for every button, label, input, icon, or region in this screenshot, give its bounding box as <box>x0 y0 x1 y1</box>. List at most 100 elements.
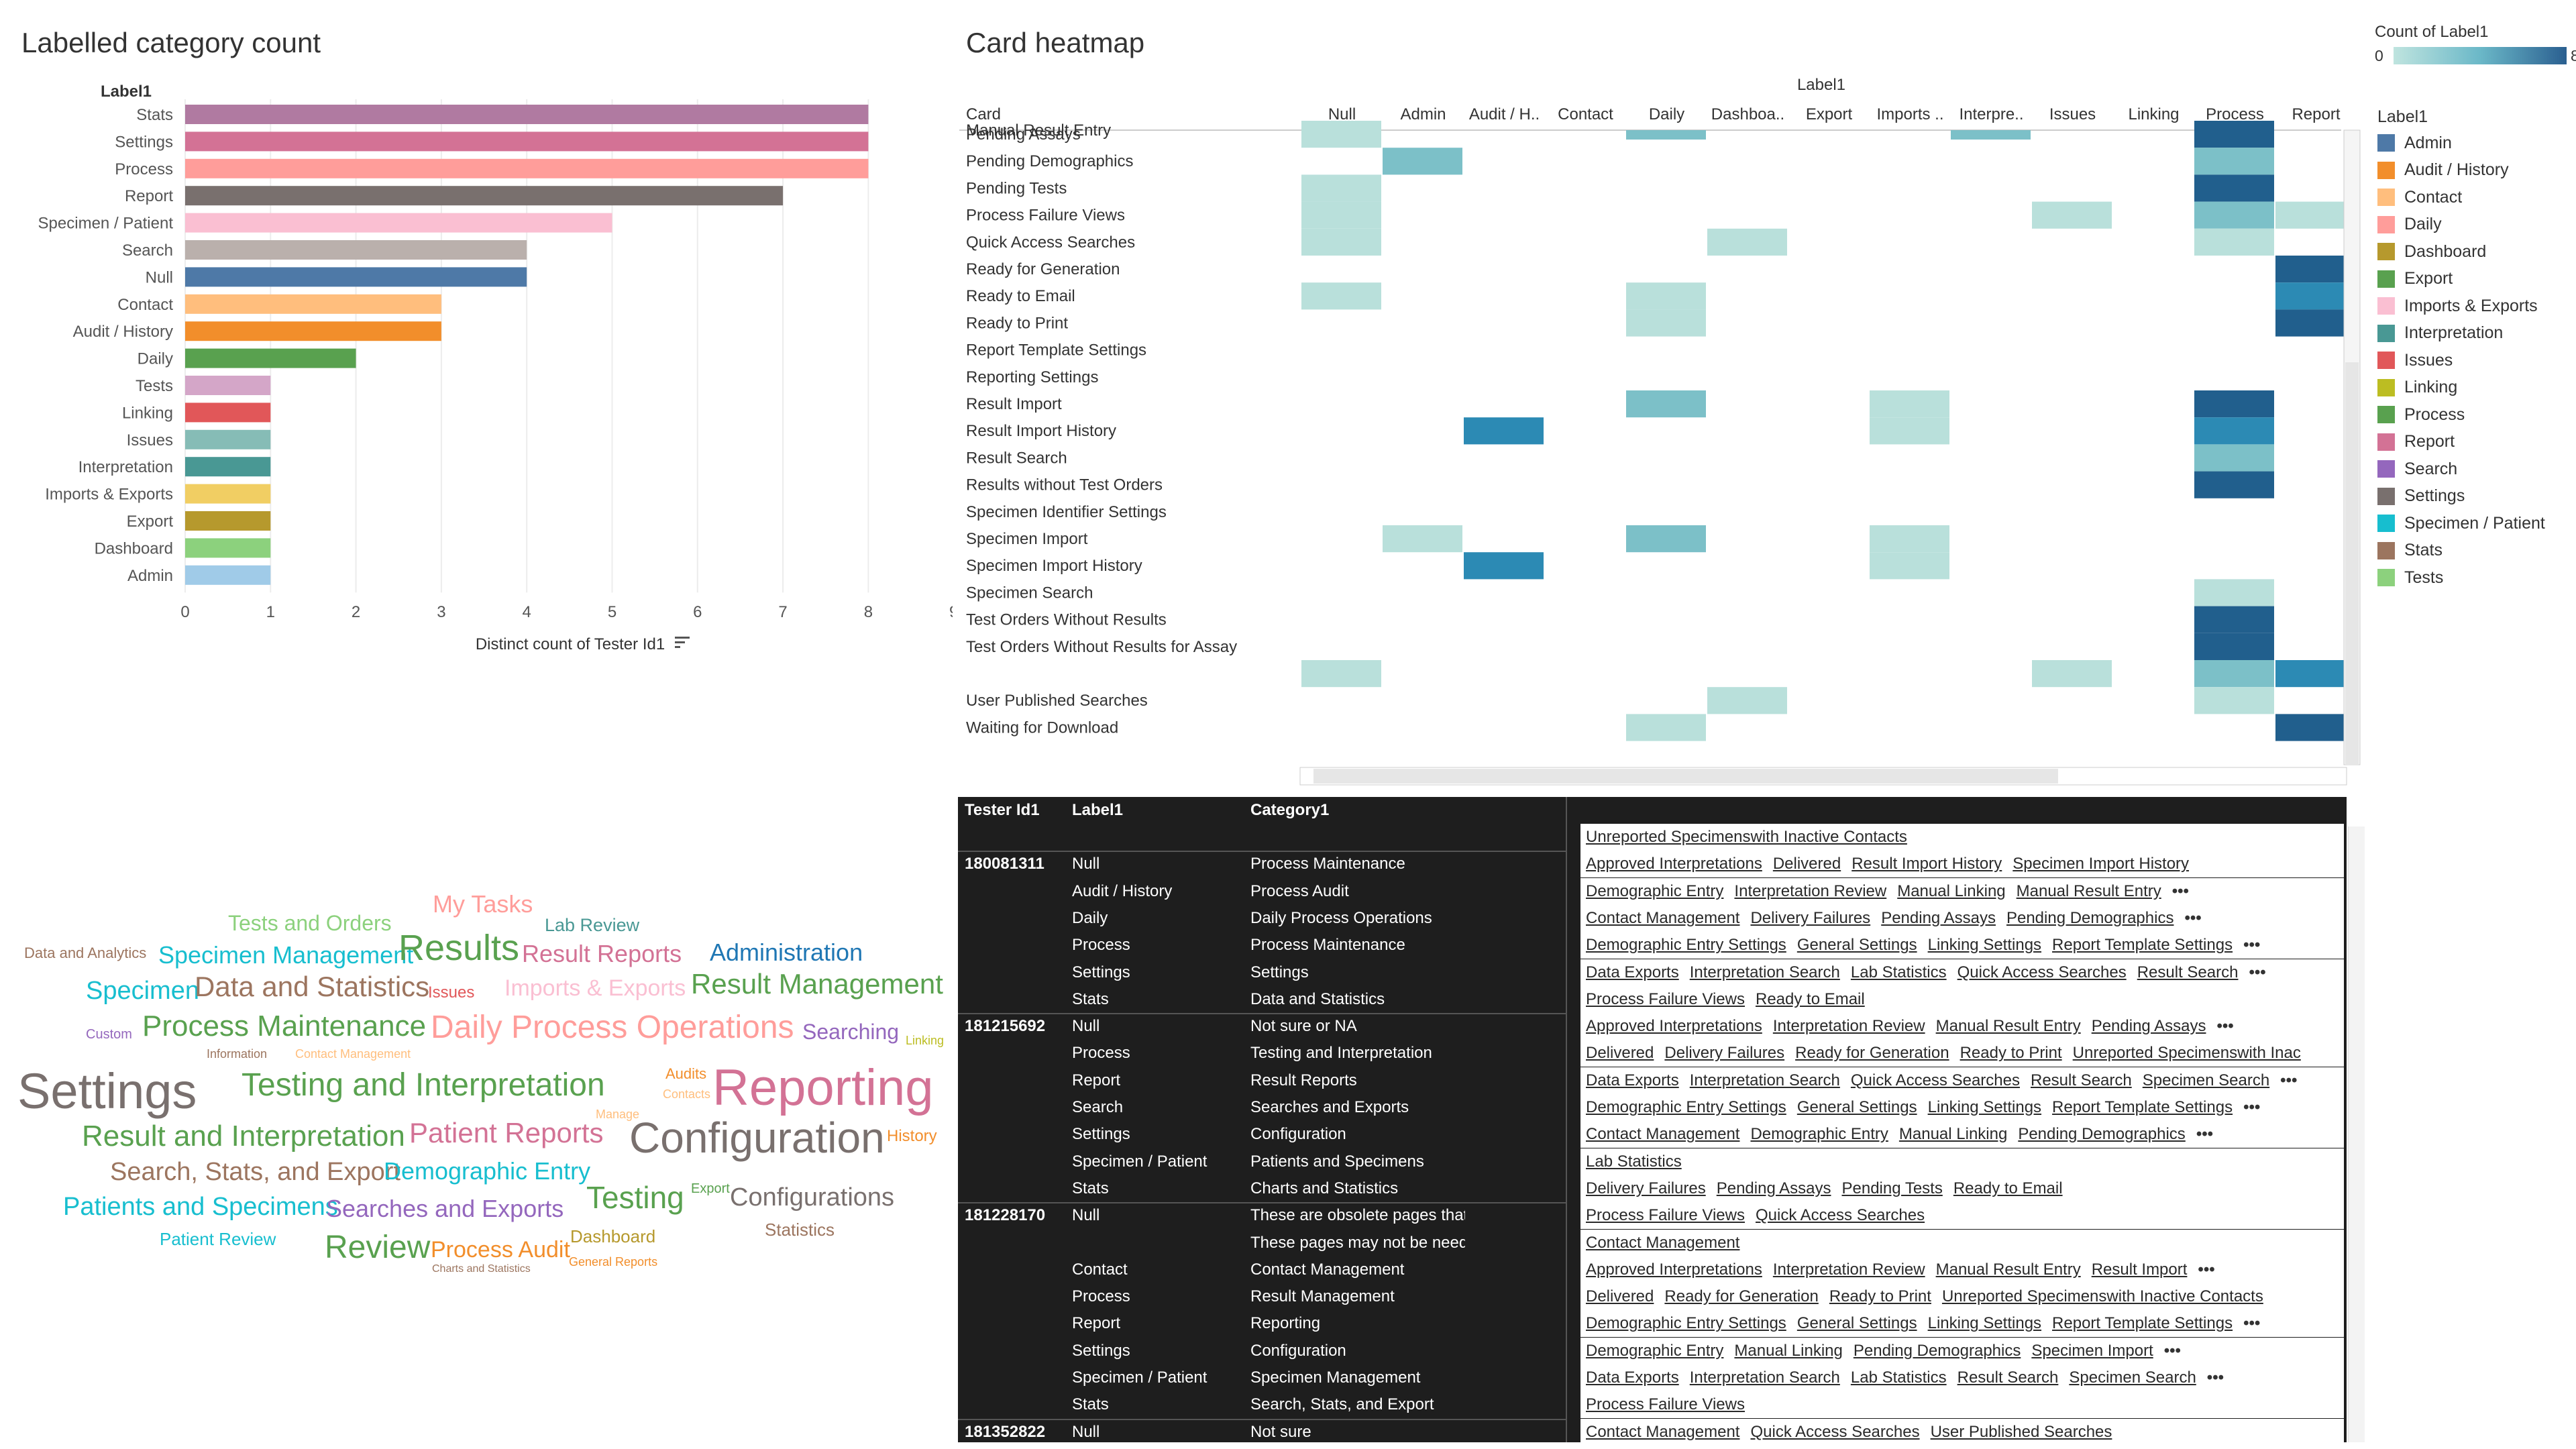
card-link[interactable]: Contact Management <box>1586 908 1740 927</box>
legend-item[interactable]: Report <box>2377 430 2455 454</box>
card-link[interactable]: Manual Result Entry <box>1935 1017 2081 1036</box>
table-row[interactable]: Stats Data and Statistics Process Failure … <box>958 985 2347 1014</box>
card-link[interactable]: Delivered <box>1586 1044 1654 1063</box>
more-icon[interactable]: ••• <box>2206 1368 2224 1387</box>
card-link[interactable]: Pending Demographics <box>2006 908 2174 927</box>
legend-item[interactable]: Specimen / Patient <box>2377 511 2545 535</box>
heatmap-cell[interactable] <box>2194 444 2274 472</box>
card-link[interactable]: Ready to Email <box>1953 1179 2063 1197</box>
card-link[interactable]: General Settings <box>1796 936 1917 955</box>
legend-item[interactable]: Search <box>2377 457 2457 481</box>
heatmap-cell[interactable] <box>1870 525 1949 553</box>
word-cloud-word[interactable]: Linking <box>906 1034 945 1047</box>
word-cloud-word[interactable]: Manage <box>596 1108 640 1121</box>
card-link[interactable]: Ready to Print <box>1960 1044 2062 1063</box>
table-row[interactable]: Process Testing and Interpretation Deliver… <box>958 1040 2347 1069</box>
heatmap-cell[interactable] <box>2194 148 2274 175</box>
heatmap-cell[interactable] <box>2032 201 2112 229</box>
heatmap-cell[interactable] <box>2275 660 2355 688</box>
heatmap-cell[interactable] <box>2275 714 2355 741</box>
card-link[interactable]: Linking Settings <box>1927 1098 2042 1116</box>
table-row[interactable]: Process Result Management Delivered Ready f… <box>958 1283 2347 1312</box>
table-row[interactable]: Stats Charts and Statistics Delivery Failu… <box>958 1175 2347 1203</box>
card-link[interactable]: Ready for Generation <box>1795 1044 1949 1063</box>
word-cloud-word[interactable]: Imports & Exports <box>504 975 686 1001</box>
word-cloud-word[interactable]: Export <box>691 1181 730 1196</box>
heatmap-cell[interactable] <box>1301 228 1381 256</box>
card-link[interactable]: Delivery Failures <box>1750 908 1871 927</box>
table-row[interactable]: 181228170 Null These are obsolete pages th… <box>958 1202 2347 1231</box>
word-cloud-word[interactable]: Result and Interpretation <box>82 1120 405 1152</box>
card-link[interactable]: Interpretation Search <box>1689 963 1840 981</box>
heatmap-cell[interactable] <box>2275 309 2355 337</box>
word-cloud-word[interactable]: General Reports <box>569 1255 658 1269</box>
card-link[interactable]: Unreported Specimenswith Inac <box>2072 1044 2301 1063</box>
heatmap-v-scroll-thumb[interactable] <box>2345 362 2359 765</box>
table-header-cell[interactable]: Label1 <box>1072 801 1124 819</box>
card-link[interactable]: Contact Management <box>1586 1233 1740 1252</box>
card-link[interactable]: Quick Access Searches <box>1850 1071 2020 1089</box>
word-cloud-word[interactable]: Daily Process Operations <box>431 1010 794 1045</box>
heatmap-cell[interactable] <box>2275 256 2355 283</box>
heatmap-h-scroll-thumb[interactable] <box>1313 769 2058 784</box>
heatmap-cell[interactable] <box>2194 390 2274 418</box>
heatmap-cell[interactable] <box>1870 417 1949 445</box>
word-cloud-word[interactable]: Reporting <box>712 1059 934 1116</box>
card-link[interactable]: Pending Assays <box>2091 1017 2206 1036</box>
word-cloud-word[interactable]: Issues <box>428 983 475 1002</box>
word-cloud-word[interactable]: Searches and Exports <box>326 1195 564 1222</box>
word-cloud-word[interactable]: Patients and Specimens <box>63 1193 338 1221</box>
card-link[interactable]: Ready to Print <box>1829 1287 1931 1306</box>
word-cloud-word[interactable]: Patient Reports <box>409 1117 604 1148</box>
more-icon[interactable]: ••• <box>2184 908 2202 927</box>
legend-item[interactable]: Settings <box>2377 484 2465 508</box>
more-icon[interactable]: ••• <box>2198 1260 2215 1279</box>
card-link[interactable]: Interpretation Search <box>1689 1368 1840 1387</box>
legend-item[interactable]: Tests <box>2377 566 2443 590</box>
table-row[interactable]: Specimen / Patient Patients and Specimens… <box>958 1148 2347 1177</box>
heatmap-cell[interactable] <box>1301 121 1381 148</box>
card-link[interactable]: Pending Tests <box>1841 1179 1943 1197</box>
bar[interactable] <box>185 402 271 423</box>
card-link[interactable]: Demographic Entry <box>1586 1341 1724 1360</box>
legend-item[interactable]: Daily <box>2377 213 2442 237</box>
more-icon[interactable]: ••• <box>2163 1341 2181 1360</box>
table-row[interactable]: Contact Contact Management Approved Interp… <box>958 1256 2347 1285</box>
more-icon[interactable]: ••• <box>2243 936 2261 955</box>
more-icon[interactable]: ••• <box>2243 1314 2261 1333</box>
card-link[interactable]: Data Exports <box>1586 1368 1679 1387</box>
card-link[interactable]: Specimen Search <box>2069 1368 2196 1387</box>
card-link[interactable]: Pending Demographics <box>1853 1341 2021 1360</box>
card-link[interactable]: Pending Assays <box>1716 1179 1831 1197</box>
card-link[interactable]: Specimen Import <box>2031 1341 2153 1360</box>
card-link[interactable]: Approved Interpretations <box>1586 855 1762 873</box>
heatmap-cell[interactable] <box>1707 228 1787 256</box>
legend-item[interactable]: Admin <box>2377 131 2452 155</box>
bar[interactable] <box>185 294 441 314</box>
card-link[interactable]: Delivery Failures <box>1664 1044 1785 1063</box>
word-cloud-word[interactable]: Search, Stats, and Export <box>110 1158 401 1186</box>
word-cloud-word[interactable]: Testing and Interpretation <box>241 1067 605 1103</box>
heatmap-cell[interactable] <box>2194 471 2274 498</box>
word-cloud-word[interactable]: Configuration <box>629 1114 885 1162</box>
word-cloud-word[interactable]: Specimen <box>86 977 199 1005</box>
word-cloud-word[interactable]: Administration <box>710 938 863 966</box>
card-link[interactable]: Approved Interpretations <box>1586 1017 1762 1036</box>
word-cloud-word[interactable]: Settings <box>17 1063 197 1119</box>
table-header-cell[interactable]: Category1 <box>1250 801 1330 819</box>
word-cloud-word[interactable]: Process Maintenance <box>142 1010 427 1042</box>
card-link[interactable]: Unreported Specimenswith Inactive Contac… <box>1586 828 1907 846</box>
legend-item[interactable]: Audit / History <box>2377 158 2509 182</box>
heatmap-cell[interactable] <box>1626 309 1706 337</box>
legend-item[interactable]: Issues <box>2377 348 2453 372</box>
card-link[interactable]: Delivery Failures <box>1586 1179 1706 1197</box>
heatmap-cell[interactable] <box>1301 174 1381 202</box>
legend-item[interactable]: Imports & Exports <box>2377 294 2538 318</box>
heatmap-cell[interactable] <box>2275 282 2355 310</box>
bar[interactable] <box>185 186 784 206</box>
bar[interactable] <box>185 267 527 287</box>
heatmap-cell[interactable] <box>2194 228 2274 256</box>
bar[interactable] <box>185 457 271 477</box>
card-link[interactable]: Quick Access Searches <box>1750 1422 1920 1441</box>
word-cloud-word[interactable]: Charts and Statistics <box>432 1263 531 1275</box>
